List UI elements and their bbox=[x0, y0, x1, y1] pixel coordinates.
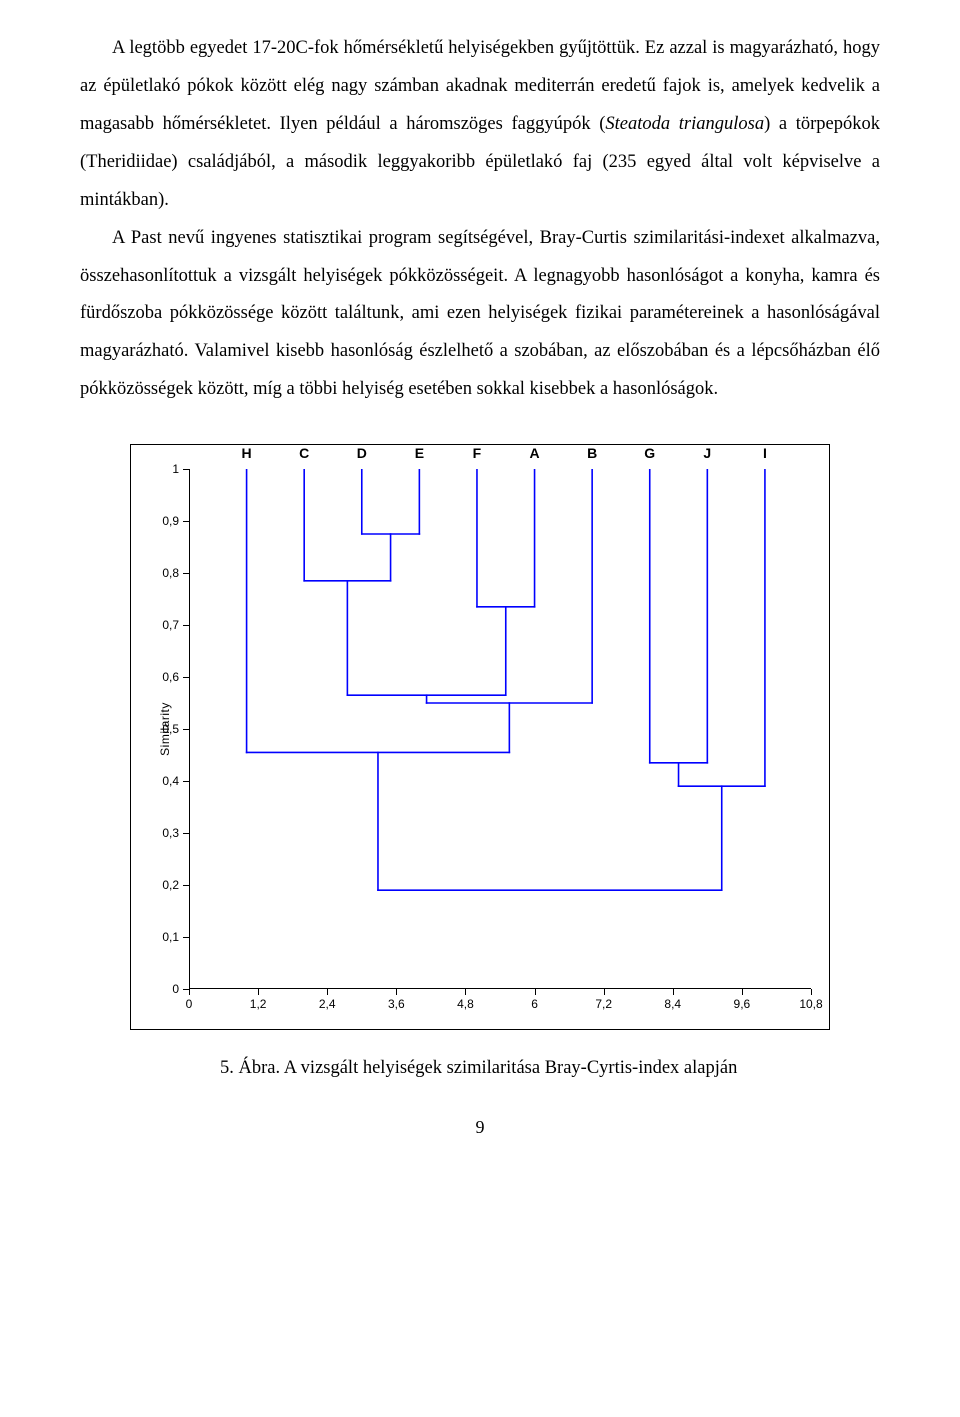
y-tick-label: 0,5 bbox=[162, 722, 179, 736]
figure-caption: 5. Ábra. A vizsgált helyiségek szimilari… bbox=[220, 1058, 880, 1079]
leaf-label: G bbox=[644, 445, 655, 461]
leaf-label: E bbox=[415, 445, 424, 461]
x-tick bbox=[535, 989, 536, 995]
y-tick bbox=[183, 677, 189, 678]
paragraph-2: A Past nevű ingyenes statisztikai progra… bbox=[80, 220, 880, 410]
y-tick bbox=[183, 885, 189, 886]
leaf-label: I bbox=[763, 445, 767, 461]
leaf-label: J bbox=[703, 445, 711, 461]
x-tick-label: 2,4 bbox=[319, 997, 336, 1011]
y-tick-label: 1 bbox=[172, 462, 179, 476]
y-tick-label: 0,3 bbox=[162, 826, 179, 840]
dendrogram-figure: Similarity 10,90,80,70,60,50,40,30,20,10… bbox=[130, 444, 830, 1030]
x-tick-label: 7,2 bbox=[595, 997, 612, 1011]
y-tick-label: 0,9 bbox=[162, 514, 179, 528]
leaf-label: D bbox=[357, 445, 367, 461]
x-tick-label: 0 bbox=[186, 997, 193, 1011]
x-tick bbox=[742, 989, 743, 995]
y-tick-label: 0,4 bbox=[162, 774, 179, 788]
x-tick bbox=[811, 989, 812, 995]
y-tick-label: 0,7 bbox=[162, 618, 179, 632]
paragraph-1: A legtöbb egyedet 17-20C-fok hőmérséklet… bbox=[80, 30, 880, 220]
x-tick-label: 1,2 bbox=[250, 997, 267, 1011]
y-tick bbox=[183, 469, 189, 470]
x-tick bbox=[396, 989, 397, 995]
leaf-label: A bbox=[529, 445, 539, 461]
leaf-label: F bbox=[473, 445, 482, 461]
y-tick-label: 0,6 bbox=[162, 670, 179, 684]
x-tick bbox=[465, 989, 466, 995]
x-tick-label: 9,6 bbox=[734, 997, 751, 1011]
y-tick-label: 0,2 bbox=[162, 878, 179, 892]
p1-italic: Steatoda triangulosa bbox=[605, 114, 764, 134]
y-tick bbox=[183, 625, 189, 626]
x-tick bbox=[673, 989, 674, 995]
x-tick-label: 10,8 bbox=[799, 997, 822, 1011]
x-tick bbox=[189, 989, 190, 995]
y-tick bbox=[183, 833, 189, 834]
leaf-label: B bbox=[587, 445, 597, 461]
page-number: 9 bbox=[80, 1117, 880, 1138]
x-tick bbox=[258, 989, 259, 995]
x-tick-label: 3,6 bbox=[388, 997, 405, 1011]
leaf-label: C bbox=[299, 445, 309, 461]
y-tick-label: 0,8 bbox=[162, 566, 179, 580]
y-tick bbox=[183, 729, 189, 730]
y-tick-label: 0,1 bbox=[162, 930, 179, 944]
x-tick bbox=[327, 989, 328, 995]
dendrogram-plot-area: Similarity 10,90,80,70,60,50,40,30,20,10… bbox=[189, 469, 811, 989]
y-tick bbox=[183, 937, 189, 938]
y-tick bbox=[183, 781, 189, 782]
y-tick bbox=[183, 573, 189, 574]
y-tick-label: 0 bbox=[172, 982, 179, 996]
y-tick bbox=[183, 521, 189, 522]
x-tick-label: 4,8 bbox=[457, 997, 474, 1011]
leaf-label: H bbox=[242, 445, 252, 461]
dendrogram-lines bbox=[189, 469, 811, 989]
x-tick bbox=[604, 989, 605, 995]
x-tick-label: 6 bbox=[531, 997, 538, 1011]
x-tick-label: 8,4 bbox=[664, 997, 681, 1011]
